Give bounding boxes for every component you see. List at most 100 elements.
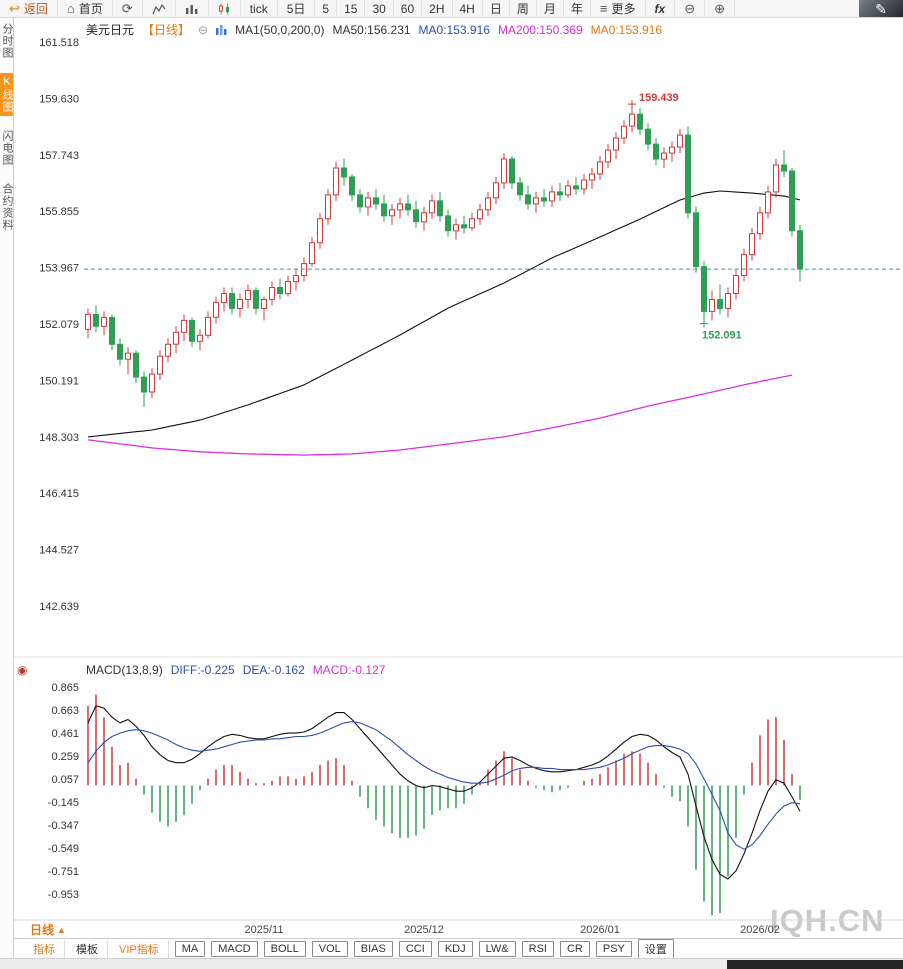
zoom-in-icon: ⊕ xyxy=(714,1,725,16)
svg-text:-0.549: -0.549 xyxy=(48,843,79,855)
period-tag: 【日线】 xyxy=(142,23,191,37)
horizontal-scrollbar[interactable] xyxy=(0,958,903,969)
line-chart-type-button[interactable] xyxy=(143,0,176,17)
svg-text:0.663: 0.663 xyxy=(51,705,79,717)
sidebar-tab-lightning-chart[interactable]: 闪电图 xyxy=(1,130,13,166)
fx-indicator-button[interactable]: fx xyxy=(646,0,676,17)
tab-cci[interactable]: CCI xyxy=(398,940,432,957)
tab-vip-indicators[interactable]: VIP指标 xyxy=(114,939,169,958)
home-label: 首页 xyxy=(78,2,103,16)
back-label: 返回 xyxy=(23,2,48,16)
zoom-in-button[interactable]: ⊕ xyxy=(705,0,735,17)
candlestick-layer xyxy=(85,104,803,407)
svg-text:0.057: 0.057 xyxy=(51,774,79,786)
svg-text:159.439: 159.439 xyxy=(639,92,679,104)
pencil-icon: ✎ xyxy=(875,0,887,17)
bar-chart-icon xyxy=(185,4,198,14)
period-button-30[interactable]: 30 xyxy=(365,0,394,17)
bar-chart-type-button[interactable] xyxy=(176,0,209,17)
svg-text:-0.347: -0.347 xyxy=(48,820,79,832)
svg-text:2025/12: 2025/12 xyxy=(404,924,444,936)
home-icon: ⌂ xyxy=(66,1,75,16)
scrollbar-handle[interactable] xyxy=(727,960,903,969)
period-button-day[interactable]: 日 xyxy=(483,0,510,17)
back-arrow-icon: ↩ xyxy=(9,1,20,16)
price-annotations: 159.439 152.091 xyxy=(84,92,903,342)
svg-text:2026/02: 2026/02 xyxy=(740,924,780,936)
panel-separators xyxy=(14,656,903,921)
svg-text:153.967: 153.967 xyxy=(39,263,79,275)
ma-indicator-icon xyxy=(216,25,227,35)
more-button[interactable]: ≡ 更多 xyxy=(591,0,646,17)
period-button-2h[interactable]: 2H xyxy=(422,0,453,17)
macd-title: MACD(13,8,9) xyxy=(86,663,163,677)
svg-text:0.259: 0.259 xyxy=(51,751,79,763)
svg-text:150.191: 150.191 xyxy=(39,375,79,387)
svg-text:159.630: 159.630 xyxy=(39,93,79,105)
zoom-out-icon: ⊖ xyxy=(684,1,696,16)
svg-text:146.415: 146.415 xyxy=(39,488,79,500)
macd-diff-value: DIFF:-0.225 xyxy=(170,663,235,677)
tab-indicators[interactable]: 指标 xyxy=(28,939,65,958)
period-button-year[interactable]: 年 xyxy=(564,0,591,17)
svg-text:157.743: 157.743 xyxy=(39,150,79,162)
tab-kdj[interactable]: KDJ xyxy=(437,940,473,957)
draw-tool-button[interactable]: ✎ xyxy=(859,0,903,17)
macd-dea-value: DEA:-0.162 xyxy=(242,663,305,677)
period-button-5[interactable]: 5 xyxy=(315,0,338,17)
main-chart-legend: 美元日元 【日线】 ⊖ MA1(50,0,200,0) MA50:156.231 … xyxy=(86,21,662,38)
line-chart-icon xyxy=(152,3,166,14)
svg-text:-0.145: -0.145 xyxy=(48,797,79,809)
collapse-legend-icon[interactable]: ⊖ xyxy=(198,22,209,37)
chevron-up-icon: ▲ xyxy=(57,924,66,935)
svg-text:0.461: 0.461 xyxy=(51,728,79,740)
ma200-value: MA200:150.369 xyxy=(497,22,583,37)
candle-chart-type-button[interactable] xyxy=(209,0,241,17)
tick-period-button[interactable]: tick xyxy=(241,0,278,17)
tab-psy[interactable]: PSY xyxy=(595,940,632,957)
period-button-5day[interactable]: 5日 xyxy=(278,0,316,17)
svg-text:152.079: 152.079 xyxy=(39,319,79,331)
ma0-value-blue: MA0:153.916 xyxy=(418,22,490,37)
svg-text:0.865: 0.865 xyxy=(51,682,79,694)
ma-settings: MA1(50,0,200,0) xyxy=(235,22,325,37)
indicator-tab-bar: 指标 模板 VIP指标 MA MACD BOLL VOL BIAS CCI KD… xyxy=(14,938,903,959)
tab-cr[interactable]: CR xyxy=(559,940,590,957)
period-button-60[interactable]: 60 xyxy=(394,0,423,17)
tab-boll[interactable]: BOLL xyxy=(263,940,306,957)
top-toolbar: ↩ 返回 ⌂ 首页 ⟳ tick 5日 5 15 30 60 2H 4H 日 周… xyxy=(0,0,903,18)
macd-settings-icon[interactable]: ◉ xyxy=(17,663,28,677)
home-button[interactable]: ⌂ 首页 xyxy=(58,0,113,17)
macd-legend: MACD(13,8,9) DIFF:-0.225 DEA:-0.162 MACD… xyxy=(86,663,385,677)
back-button[interactable]: ↩ 返回 xyxy=(0,0,58,17)
svg-text:-0.953: -0.953 xyxy=(48,889,79,901)
refresh-button[interactable]: ⟳ xyxy=(113,0,143,17)
svg-text:142.639: 142.639 xyxy=(39,601,79,613)
sidebar-tab-time-chart[interactable]: 分时图 xyxy=(1,23,13,59)
period-button-month[interactable]: 月 xyxy=(537,0,564,17)
tab-settings[interactable]: 设置 xyxy=(637,938,674,959)
tab-macd[interactable]: MACD xyxy=(211,940,258,957)
macd-line-layer xyxy=(87,705,801,880)
moving-average-lines xyxy=(87,190,801,456)
tab-ma[interactable]: MA xyxy=(174,940,206,957)
tab-lw[interactable]: LW& xyxy=(478,940,516,957)
period-button-4h[interactable]: 4H xyxy=(453,0,483,17)
zoom-out-button[interactable]: ⊖ xyxy=(675,0,706,17)
ma0-value-orange: MA0:153.916 xyxy=(590,22,663,37)
sidebar-tab-kline-chart[interactable]: K线图 xyxy=(0,73,13,116)
tab-vol[interactable]: VOL xyxy=(311,940,348,957)
refresh-icon: ⟳ xyxy=(121,1,133,16)
tab-templates[interactable]: 模板 xyxy=(71,939,108,958)
macd-histogram-layer xyxy=(87,694,801,916)
current-period-label: 日线 xyxy=(30,923,55,937)
sidebar-tab-contract-info[interactable]: 合约资料 xyxy=(1,183,13,231)
5day-label: 5日 xyxy=(286,2,306,16)
period-button-15[interactable]: 15 xyxy=(337,0,366,17)
period-button-week[interactable]: 周 xyxy=(510,0,537,17)
candlestick-icon xyxy=(218,3,229,14)
current-period-selector[interactable]: 日线 ▲ xyxy=(30,921,66,938)
tab-rsi[interactable]: RSI xyxy=(521,940,554,957)
tab-bias[interactable]: BIAS xyxy=(353,940,393,957)
